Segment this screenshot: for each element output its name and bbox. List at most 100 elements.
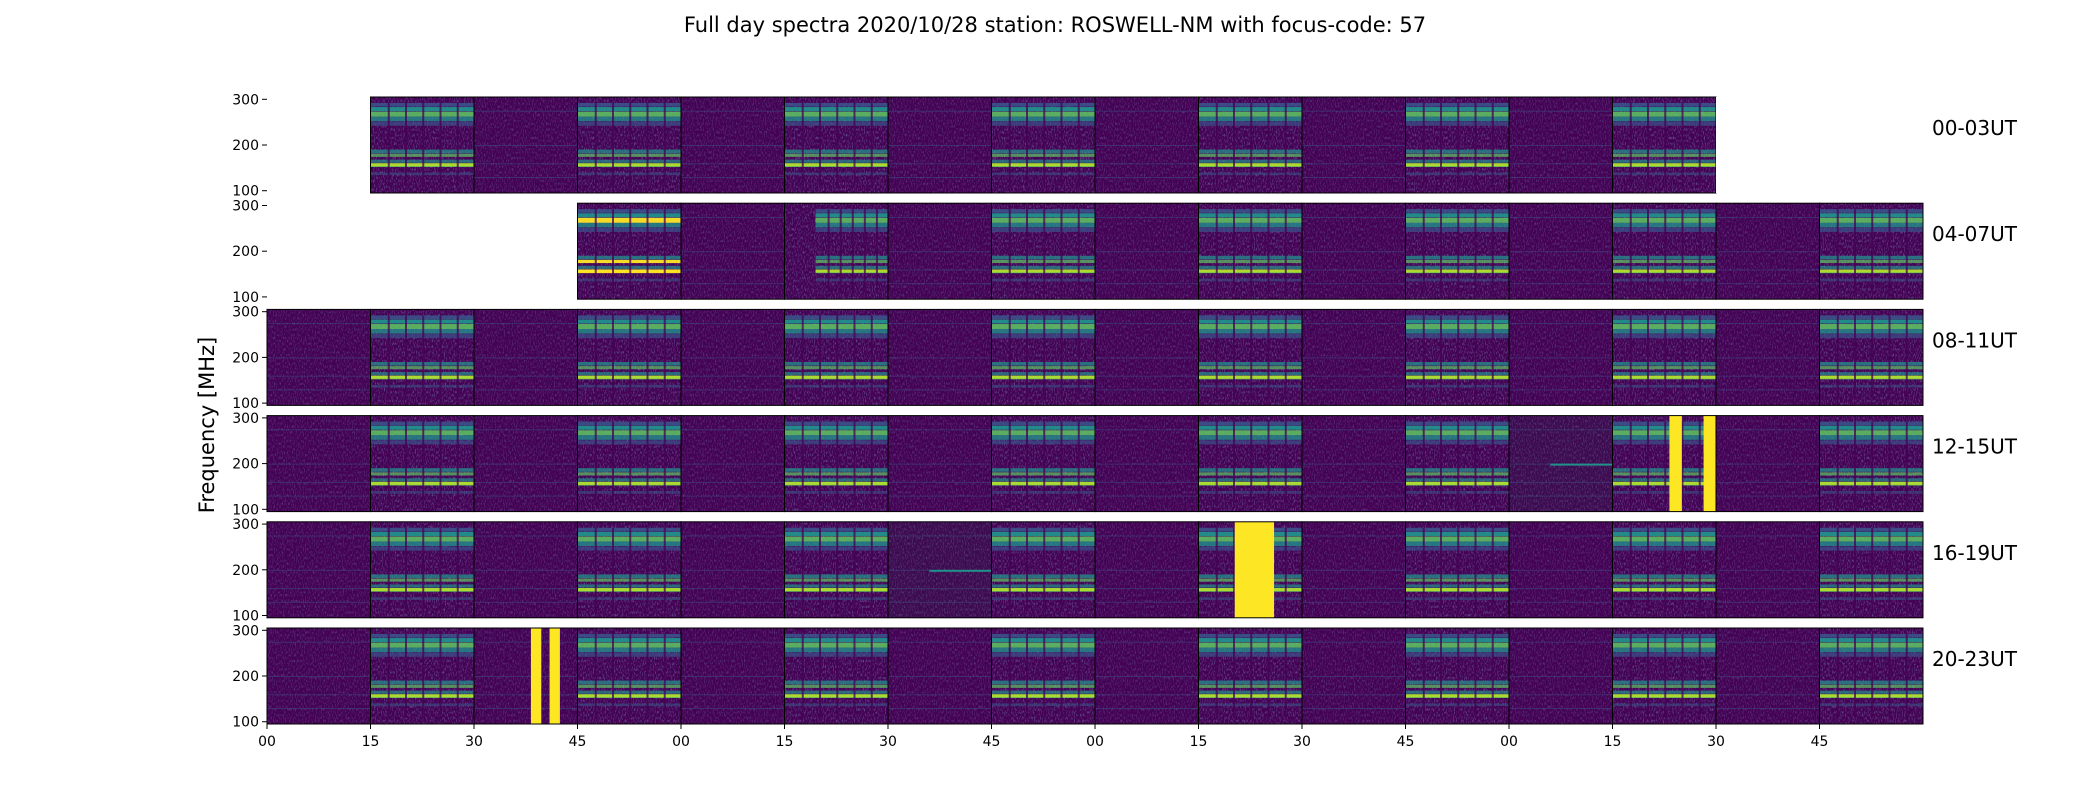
faint-line: [1095, 389, 1199, 391]
texture-overlay: [370, 521, 474, 618]
faint-line: [888, 535, 992, 537]
spectrum-panel: [473, 627, 578, 725]
faint-line: [1716, 283, 1820, 285]
faint-line: [1716, 676, 1820, 677]
faint-line: [681, 216, 785, 218]
y-tick-label: 200: [232, 669, 259, 685]
faint-line: [1095, 694, 1199, 696]
panel-frame: [1819, 521, 1924, 619]
spectrum-panel: [370, 627, 475, 725]
faint-line: [681, 481, 785, 483]
spectrum-panel: [1094, 202, 1199, 300]
texture-overlay: [1198, 97, 1302, 193]
faint-line: [1302, 177, 1406, 178]
spectrum-panel: [1405, 415, 1510, 513]
texture-overlay: [1198, 203, 1302, 300]
texture-overlay: [991, 521, 1095, 618]
faint-line: [1509, 323, 1613, 325]
faint-line: [1509, 481, 1613, 483]
faint-line: [1716, 481, 1820, 483]
spectrum-panel: [1094, 96, 1199, 194]
spectrum-panel: [680, 202, 785, 300]
faint-line: [474, 375, 578, 377]
faint-line: [888, 588, 992, 590]
spectrum-panel: [1715, 415, 1820, 513]
faint-line: [1716, 323, 1820, 325]
texture-overlay: [1612, 521, 1716, 618]
x-tick-label: 45: [1397, 734, 1415, 750]
spectrum-panel: [266, 627, 371, 725]
faint-line: [681, 694, 785, 696]
texture-overlay: [1819, 628, 1923, 724]
faint-line: [474, 676, 578, 677]
spectrum-panel: [1819, 415, 1924, 513]
faint-line: [1095, 323, 1199, 325]
faint-line: [1509, 177, 1613, 178]
faint-line: [267, 357, 371, 359]
spectrum-panel: [267, 97, 371, 193]
x-tick-label: 15: [1190, 734, 1208, 750]
texture-overlay: [991, 97, 1095, 193]
spectrum-panel: [1198, 96, 1303, 194]
faint-line: [888, 676, 992, 677]
faint-line: [681, 251, 785, 253]
faint-line: [474, 641, 578, 643]
texture-overlay: [1405, 309, 1509, 406]
faint-line: [888, 708, 992, 709]
faint-line: [474, 588, 578, 590]
spectrum-panel: [680, 627, 785, 725]
texture-overlay: [1612, 309, 1716, 406]
texture-overlay: [784, 628, 888, 724]
spectrum-panel: [887, 202, 992, 300]
faint-line: [1509, 641, 1613, 643]
y-tick-label: 300: [232, 411, 259, 427]
faint-line: [267, 389, 371, 391]
spectrum-panel: [1301, 202, 1406, 300]
texture-overlay: [784, 309, 888, 406]
panel-frame: [1819, 202, 1924, 300]
spectrum-panel: [1198, 415, 1303, 513]
faint-line: [267, 463, 371, 465]
spectrum-panel: [1198, 202, 1303, 300]
spectrum-panel: [1819, 202, 1924, 300]
row-label: 12-15UT: [1932, 435, 2018, 459]
faint-line: [1509, 357, 1613, 359]
faint-line: [1509, 269, 1613, 271]
texture-overlay: [1612, 203, 1716, 300]
faint-line: [888, 110, 992, 112]
chart-title: Full day spectra 2020/10/28 station: ROS…: [684, 13, 1426, 37]
faint-line: [1302, 163, 1406, 165]
empty-panel: [267, 97, 371, 193]
spectrum-panel: [1301, 415, 1406, 513]
texture-overlay: [577, 309, 681, 406]
x-tick-label: 00: [1086, 734, 1104, 750]
saturated-burst: [1234, 521, 1275, 618]
x-tick-label: 15: [776, 734, 794, 750]
faint-line: [1095, 357, 1199, 359]
spectrum-panel: [1301, 308, 1406, 406]
faint-line: [681, 163, 785, 165]
y-tick-label: 100: [232, 715, 259, 731]
spectrum-panel: [680, 96, 785, 194]
faint-line: [267, 495, 371, 497]
x-tick-label: 00: [258, 734, 276, 750]
spectrum-panel: [680, 521, 785, 619]
faint-line: [888, 389, 992, 391]
faint-line: [1095, 481, 1199, 483]
faint-line: [1716, 216, 1820, 218]
faint-line: [1716, 429, 1820, 431]
faint-line: [1302, 110, 1406, 112]
faint-line: [681, 429, 785, 431]
spectrum-panel: [1716, 97, 1820, 193]
texture-overlay: [1405, 97, 1509, 193]
faint-line: [267, 676, 371, 677]
faint-line: [267, 323, 371, 325]
empty-panel: [1716, 97, 1820, 193]
faint-line: [267, 481, 371, 483]
spectrum-panel: [680, 308, 785, 406]
panel-frame: [1819, 627, 1924, 725]
faint-line: [888, 495, 992, 497]
texture-overlay: [991, 628, 1095, 724]
faint-line: [1095, 251, 1199, 253]
spectrum-panel: [1612, 415, 1717, 513]
